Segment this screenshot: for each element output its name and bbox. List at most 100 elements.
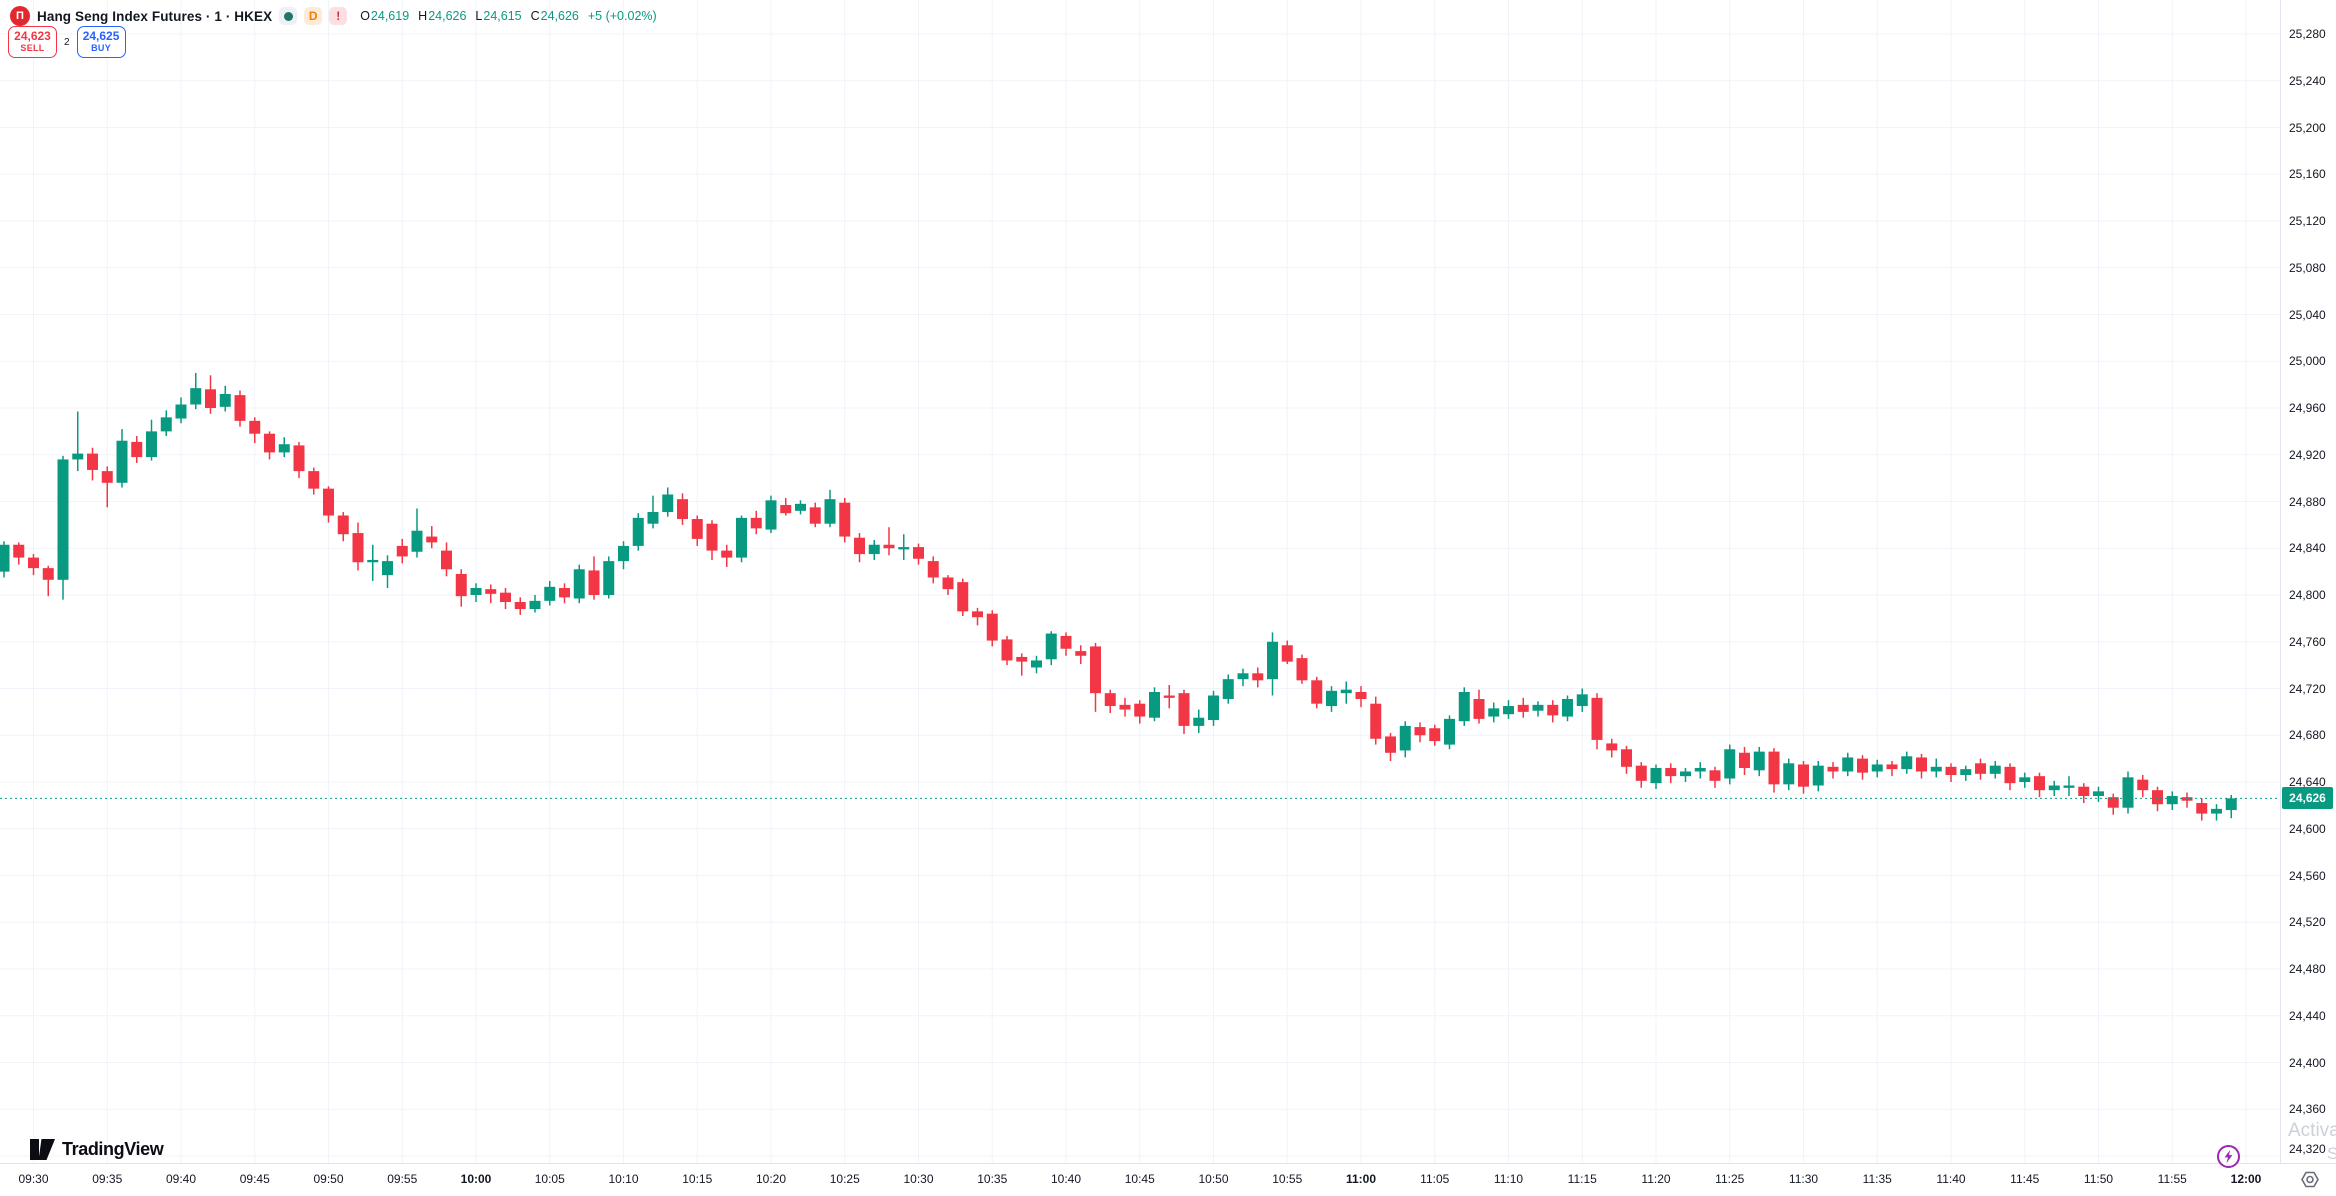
candle-down — [750, 510, 762, 535]
candle-down — [1178, 689, 1190, 735]
candle-down — [1163, 684, 1175, 709]
candle-down — [441, 542, 452, 577]
delayed-data-badge[interactable]: D — [304, 7, 323, 25]
candle-down — [2152, 786, 2163, 812]
price-axis-label: 25,240 — [2289, 73, 2326, 88]
grid — [0, 0, 2280, 1163]
candle-up — [573, 564, 585, 604]
time-axis[interactable]: 09:30 09:35 09:40 09:45 09:50 09:55 10:00 10:05… — [0, 1163, 2336, 1196]
candle-down — [809, 502, 821, 528]
time-axis-label: 11:20 — [1641, 1172, 1671, 1186]
candle-down — [883, 527, 895, 556]
sell-button[interactable]: 24,623 SELL — [8, 26, 57, 58]
candle-down — [264, 431, 275, 460]
price-axis-label: 25,120 — [2289, 214, 2326, 228]
spread-value: 2 — [64, 36, 70, 48]
tradingview-logo[interactable]: TradingView — [30, 1139, 164, 1160]
time-axis-label: 10:15 — [682, 1172, 713, 1186]
candle-down — [1385, 732, 1396, 761]
candle-down — [1945, 763, 1957, 782]
price-axis-label: 24,680 — [2289, 728, 2326, 743]
time-axis-label: 10:55 — [1272, 1172, 1303, 1186]
ohlc-readout: O 24,619 H 24,626 L 24,615 C 24,626 +5 (+0.0… — [360, 9, 656, 23]
time-axis-label: 09:40 — [165, 1172, 197, 1186]
candle-down — [986, 610, 998, 647]
price-axis-label: 25,080 — [2289, 260, 2326, 275]
candle-down — [1857, 755, 1868, 780]
candle-up — [898, 534, 910, 560]
candle-down — [249, 417, 261, 444]
candle-up — [219, 385, 231, 412]
candle-down — [1060, 632, 1072, 656]
candle-up — [1340, 681, 1352, 704]
time-axis-label: 09:55 — [387, 1172, 418, 1186]
candle-up — [2093, 786, 2104, 802]
candle-down — [485, 584, 497, 604]
candle-up — [868, 540, 880, 560]
candle-down — [2078, 783, 2090, 804]
candle-up — [146, 419, 157, 461]
candle-up — [470, 583, 482, 603]
price-axis-label: 25,200 — [2289, 120, 2326, 135]
alert-badge[interactable]: ! — [329, 7, 348, 25]
time-axis-label: 10:25 — [829, 1172, 860, 1186]
buy-button[interactable]: 24,625 BUY — [76, 26, 126, 58]
candle-up — [1562, 695, 1573, 722]
tradingview-wordmark: TradingView — [62, 1139, 164, 1159]
symbol-title[interactable]: Hang Seng Index Futures · 1 · HKEX — [37, 8, 273, 24]
price-axis-label: 24,560 — [2289, 868, 2326, 883]
symbol-header: Π Hang Seng Index Futures · 1 · HKEX D !… — [10, 6, 657, 26]
candle-down — [2196, 798, 2208, 821]
candle-up — [2063, 776, 2075, 797]
candle-down — [1517, 697, 1529, 718]
candle-up — [1399, 721, 1411, 758]
gear-icon[interactable] — [2300, 1170, 2320, 1189]
candle-up — [1753, 746, 1765, 777]
candle-up — [824, 489, 836, 528]
candle-down — [1075, 645, 1087, 664]
high-label: H — [418, 9, 428, 23]
symbol-logo-icon[interactable]: Π — [10, 6, 30, 26]
candle-down — [323, 486, 334, 523]
candle-down — [1090, 642, 1101, 712]
candle-down — [337, 512, 349, 542]
candle-down — [28, 554, 39, 576]
time-axis-label: 12:00 — [2230, 1172, 2262, 1186]
candle-down — [1547, 700, 1559, 723]
time-axis-label: 10:30 — [903, 1172, 934, 1186]
price-axis-label: 25,160 — [2289, 167, 2326, 182]
candle-down — [706, 520, 718, 560]
change-value: +5 (+0.02%) — [587, 9, 657, 23]
low-label: L — [475, 9, 483, 23]
candle-down — [1798, 760, 1809, 794]
candle-up — [278, 437, 290, 458]
price-axis[interactable]: 24,626 25,280 25,240 25,200 25,160 25,120 25,… — [2280, 0, 2336, 1163]
candle-up — [1532, 701, 1544, 717]
candle-down — [1621, 745, 1632, 774]
candle-up — [1680, 767, 1691, 782]
time-axis-label: 10:10 — [608, 1172, 639, 1186]
candle-down — [308, 467, 320, 495]
candle-up — [795, 500, 806, 515]
price-axis-label: 25,000 — [2289, 354, 2326, 369]
time-axis-label: 11:05 — [1420, 1172, 1450, 1186]
candle-up — [618, 541, 629, 570]
candle-down — [1709, 766, 1721, 788]
candle-down — [42, 565, 54, 597]
lightning-button[interactable] — [2216, 1144, 2241, 1169]
candle-down — [1591, 693, 1603, 750]
candle-down — [2137, 774, 2149, 798]
candle-down — [972, 607, 983, 626]
candle-up — [1694, 762, 1706, 779]
high-value: 24,626 — [428, 9, 467, 23]
candle-down — [559, 583, 570, 604]
candle-up — [1326, 686, 1337, 712]
price-axis-label: 24,880 — [2289, 494, 2326, 509]
candle-down — [2107, 793, 2119, 815]
close-value: 24,626 — [540, 9, 579, 23]
market-status-dot-icon — [283, 11, 293, 21]
candle-up — [2166, 791, 2178, 811]
market-status-badge[interactable] — [279, 7, 298, 25]
candle-down — [514, 597, 526, 615]
